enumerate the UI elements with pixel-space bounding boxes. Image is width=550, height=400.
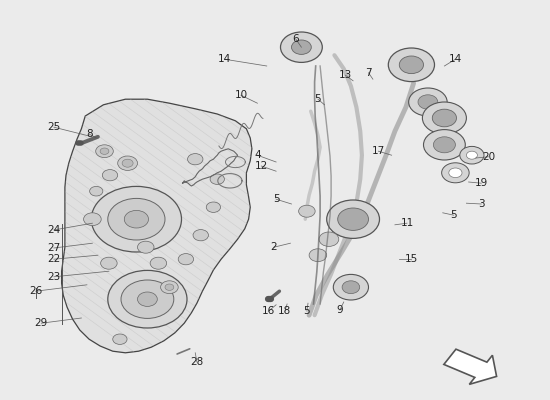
Circle shape <box>96 145 113 158</box>
Circle shape <box>108 198 165 240</box>
Text: 13: 13 <box>339 70 352 80</box>
Circle shape <box>299 205 315 217</box>
Circle shape <box>138 241 154 253</box>
Circle shape <box>388 48 434 82</box>
Circle shape <box>409 88 447 116</box>
Circle shape <box>210 174 224 184</box>
Circle shape <box>91 186 182 252</box>
Circle shape <box>193 230 208 241</box>
Circle shape <box>333 274 369 300</box>
Text: 6: 6 <box>293 34 299 44</box>
Text: 9: 9 <box>337 305 343 315</box>
Text: 5: 5 <box>450 210 457 220</box>
Circle shape <box>161 281 178 294</box>
Text: 10: 10 <box>234 90 248 100</box>
Text: 29: 29 <box>35 318 48 328</box>
Circle shape <box>460 146 484 164</box>
Text: 3: 3 <box>478 199 485 209</box>
Circle shape <box>342 281 360 294</box>
Circle shape <box>338 208 368 230</box>
Text: 18: 18 <box>278 306 292 316</box>
Text: 23: 23 <box>47 272 60 282</box>
Text: 16: 16 <box>262 306 275 316</box>
Circle shape <box>178 254 194 265</box>
Text: 11: 11 <box>400 218 414 228</box>
Circle shape <box>138 292 157 306</box>
Text: 7: 7 <box>365 68 372 78</box>
Circle shape <box>319 232 339 246</box>
Circle shape <box>121 280 174 318</box>
Polygon shape <box>444 349 497 384</box>
Circle shape <box>424 130 465 160</box>
Polygon shape <box>62 99 252 353</box>
Text: 20: 20 <box>482 152 495 162</box>
Text: 24: 24 <box>47 225 60 235</box>
Circle shape <box>102 170 118 181</box>
Text: 4: 4 <box>254 150 261 160</box>
Circle shape <box>466 151 477 159</box>
Text: 14: 14 <box>449 54 462 64</box>
Circle shape <box>122 159 133 167</box>
Text: 14: 14 <box>218 54 231 64</box>
Circle shape <box>118 156 138 170</box>
Text: 19: 19 <box>475 178 488 188</box>
Circle shape <box>150 257 167 269</box>
Circle shape <box>165 284 174 290</box>
Circle shape <box>418 95 438 109</box>
Text: 27: 27 <box>47 243 60 253</box>
Text: 5: 5 <box>273 194 279 204</box>
Polygon shape <box>62 99 252 353</box>
Circle shape <box>422 102 466 134</box>
Circle shape <box>206 202 221 212</box>
Circle shape <box>280 32 322 62</box>
Text: 12: 12 <box>255 161 268 171</box>
Circle shape <box>84 213 101 226</box>
Circle shape <box>100 148 109 154</box>
Text: 5: 5 <box>315 94 321 104</box>
Text: 28: 28 <box>190 357 204 367</box>
Circle shape <box>101 257 117 269</box>
Circle shape <box>188 154 203 165</box>
Circle shape <box>399 56 424 74</box>
Circle shape <box>292 40 311 54</box>
Text: 26: 26 <box>29 286 42 296</box>
Circle shape <box>113 334 127 344</box>
Circle shape <box>432 109 456 127</box>
Circle shape <box>108 270 187 328</box>
Circle shape <box>309 249 327 262</box>
Circle shape <box>433 137 455 153</box>
Circle shape <box>449 168 462 178</box>
Circle shape <box>442 163 469 183</box>
Text: 15: 15 <box>405 254 418 264</box>
Text: 25: 25 <box>47 122 60 132</box>
Text: 17: 17 <box>372 146 385 156</box>
Text: 22: 22 <box>47 254 60 264</box>
Text: 5: 5 <box>304 306 310 316</box>
Circle shape <box>90 186 103 196</box>
Circle shape <box>327 200 380 238</box>
Circle shape <box>124 210 148 228</box>
Text: 8: 8 <box>86 129 92 139</box>
Text: 2: 2 <box>271 242 277 252</box>
